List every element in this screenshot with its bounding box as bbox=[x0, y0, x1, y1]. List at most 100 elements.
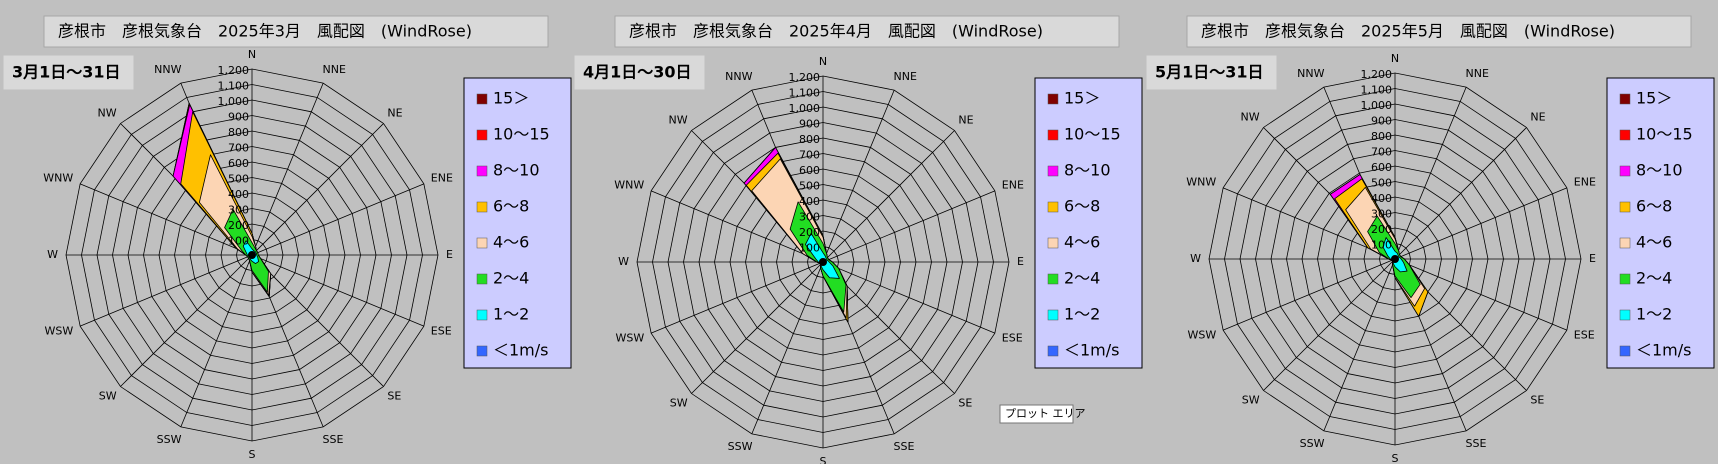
r-tick-label: 200 bbox=[1371, 223, 1392, 236]
direction-label: ESE bbox=[1002, 332, 1023, 345]
title-box bbox=[614, 15, 1120, 48]
r-tick-label: 700 bbox=[1371, 146, 1392, 159]
legend-label: 10～15 bbox=[1064, 125, 1121, 144]
r-tick-label: 300 bbox=[228, 204, 249, 217]
direction-label: ENE bbox=[1574, 175, 1596, 188]
legend-swatch bbox=[1047, 309, 1059, 321]
legend-swatch bbox=[1047, 345, 1059, 357]
r-tick-label: 1,000 bbox=[218, 95, 250, 108]
direction-label: SSE bbox=[323, 433, 344, 446]
legend-label: 4～6 bbox=[1064, 233, 1100, 252]
direction-label: ENE bbox=[1002, 178, 1024, 191]
r-tick-label: 600 bbox=[1371, 161, 1392, 174]
direction-label: NW bbox=[668, 114, 687, 127]
spoke bbox=[822, 130, 955, 263]
chart-title: 彦根市 彦根気象台 2025年3月 風配図 (WindRose) bbox=[58, 22, 472, 41]
spoke bbox=[180, 254, 253, 427]
r-tick-label: 1,100 bbox=[218, 80, 250, 93]
direction-label: ENE bbox=[431, 171, 453, 184]
r-tick-label: 800 bbox=[1371, 130, 1392, 143]
spoke bbox=[822, 261, 995, 334]
r-tick-label: 1,100 bbox=[789, 87, 821, 100]
legend-swatch bbox=[1619, 345, 1631, 357]
legend-box bbox=[1606, 77, 1715, 369]
r-tick-label: 600 bbox=[799, 164, 820, 177]
title-box bbox=[43, 15, 549, 48]
r-tick-label: 400 bbox=[1371, 192, 1392, 205]
legend-label: 8～10 bbox=[1064, 161, 1111, 180]
r-tick-label: 900 bbox=[228, 111, 249, 124]
r-tick-label: 100 bbox=[1371, 239, 1392, 252]
legend-label: ＜1m/s bbox=[493, 341, 549, 360]
spoke bbox=[691, 261, 824, 394]
chart-subtitle: 4月1日～30日 bbox=[583, 63, 692, 82]
chart-title: 彦根市 彦根気象台 2025年5月 風配図 (WindRose) bbox=[1201, 22, 1615, 41]
direction-label: E bbox=[1589, 252, 1596, 265]
direction-label: SSW bbox=[157, 433, 182, 446]
direction-label: SW bbox=[1242, 393, 1260, 406]
wind-rose-panel: 彦根市 彦根気象台 2025年3月 風配図 (WindRose) 3月1日～31日… bbox=[2, 15, 572, 461]
direction-label: NNW bbox=[1297, 67, 1324, 80]
spoke bbox=[1263, 258, 1396, 391]
direction-label: NNE bbox=[894, 70, 917, 83]
direction-label: N bbox=[1391, 52, 1399, 65]
direction-label: S bbox=[820, 455, 827, 464]
spoke bbox=[251, 183, 424, 256]
spoke bbox=[251, 254, 424, 327]
r-tick-label: 700 bbox=[228, 142, 249, 155]
direction-label: N bbox=[819, 55, 827, 68]
r-tick-label: 300 bbox=[1371, 208, 1392, 221]
legend-label: 15＞ bbox=[493, 89, 529, 108]
direction-label: NW bbox=[1240, 111, 1259, 124]
direction-label: SE bbox=[387, 389, 401, 402]
r-tick-label: 1,100 bbox=[1361, 84, 1393, 97]
r-tick-label: 1,200 bbox=[218, 64, 250, 77]
legend-swatch bbox=[1619, 237, 1631, 249]
wind-rose-panel: 彦根市 彦根気象台 2025年5月 風配図 (WindRose) 5月1日～31日… bbox=[1145, 15, 1715, 464]
legend-label: ＜1m/s bbox=[1636, 341, 1692, 360]
legend-label: 2～4 bbox=[493, 269, 529, 288]
legend-label: 1～2 bbox=[1064, 305, 1100, 324]
direction-label: SSW bbox=[728, 440, 753, 453]
legend-label: 4～6 bbox=[1636, 233, 1672, 252]
spoke bbox=[651, 261, 824, 334]
r-tick-label: 400 bbox=[228, 188, 249, 201]
spoke bbox=[651, 190, 824, 263]
legend-swatch bbox=[476, 201, 488, 213]
legend-swatch bbox=[1047, 201, 1059, 213]
direction-label: W bbox=[1190, 252, 1201, 265]
center-dot bbox=[248, 251, 256, 259]
direction-label: NNW bbox=[154, 63, 181, 76]
legend-swatch bbox=[1047, 93, 1059, 105]
center-dot bbox=[1391, 255, 1399, 263]
legend-label: ＜1m/s bbox=[1064, 341, 1120, 360]
direction-label: WNW bbox=[43, 171, 73, 184]
legend-label: 2～4 bbox=[1636, 269, 1672, 288]
spoke bbox=[251, 123, 384, 256]
direction-label: NNE bbox=[323, 63, 346, 76]
direction-label: WNW bbox=[1186, 175, 1216, 188]
legend-label: 2～4 bbox=[1064, 269, 1100, 288]
legend-swatch bbox=[476, 129, 488, 141]
legend-box bbox=[463, 77, 572, 369]
chart-title: 彦根市 彦根気象台 2025年4月 風配図 (WindRose) bbox=[629, 22, 1043, 41]
chart-subtitle: 3月1日～31日 bbox=[12, 63, 121, 82]
legend-swatch bbox=[1047, 273, 1059, 285]
r-tick-label: 800 bbox=[799, 133, 820, 146]
spoke bbox=[80, 183, 253, 256]
direction-label: S bbox=[1392, 452, 1399, 464]
r-tick-label: 600 bbox=[228, 157, 249, 170]
direction-label: SSW bbox=[1300, 437, 1325, 450]
r-tick-label: 300 bbox=[799, 211, 820, 224]
r-tick-label: 500 bbox=[1371, 177, 1392, 190]
spoke bbox=[1323, 258, 1396, 431]
direction-label: N bbox=[248, 48, 256, 61]
legend-swatch bbox=[476, 309, 488, 321]
direction-label: S bbox=[249, 448, 256, 461]
center-dot bbox=[819, 258, 827, 266]
r-tick-label: 200 bbox=[228, 219, 249, 232]
chart-subtitle: 5月1日～31日 bbox=[1155, 63, 1264, 82]
legend-label: 6～8 bbox=[1636, 197, 1672, 216]
direction-label: SSE bbox=[1466, 437, 1487, 450]
